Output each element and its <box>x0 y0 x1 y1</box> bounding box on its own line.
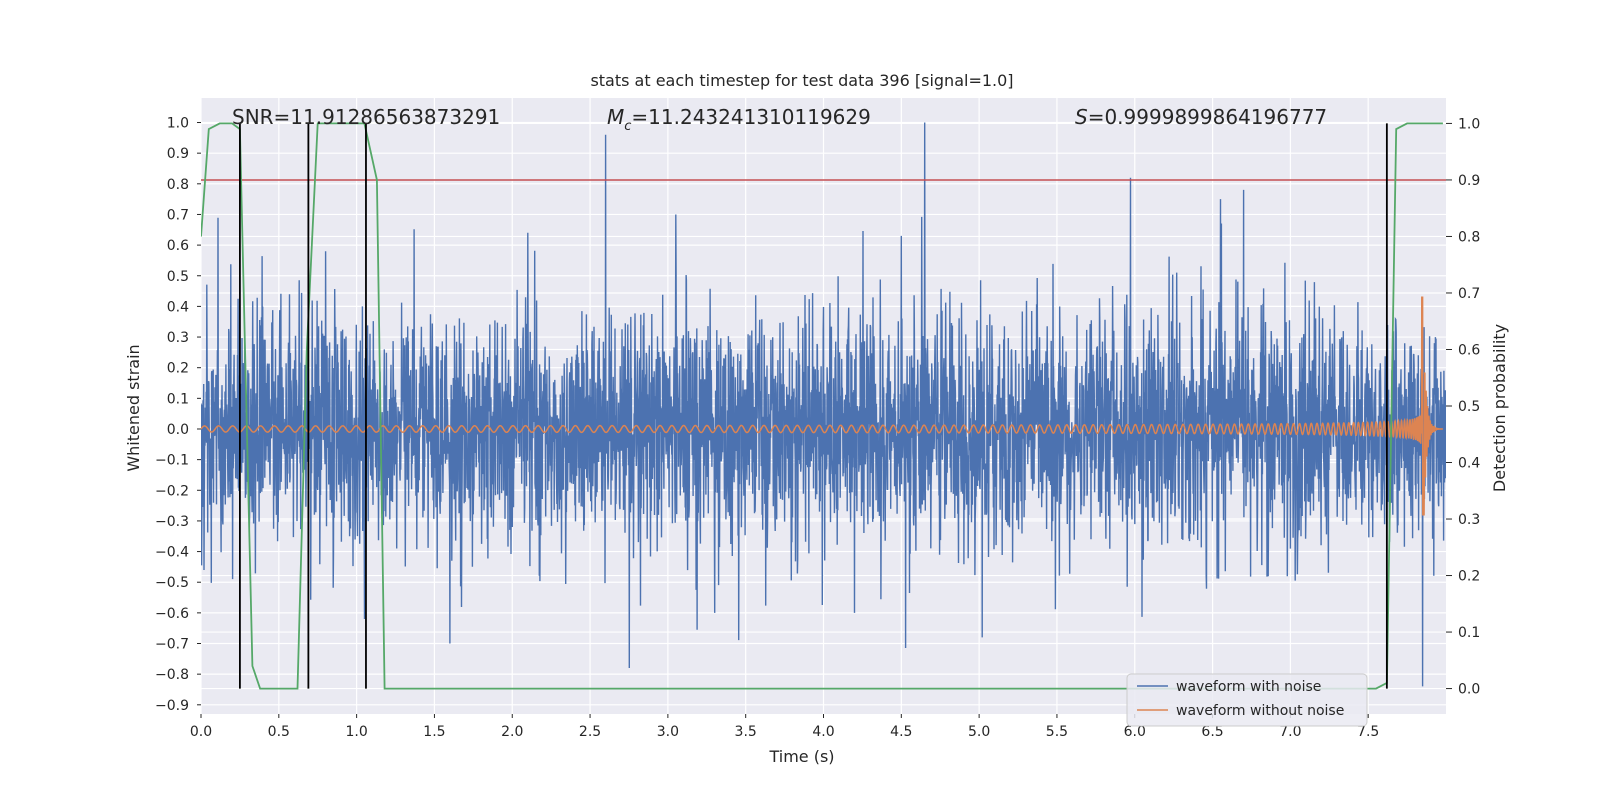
x-tick-label: 2.5 <box>579 724 601 740</box>
y-right-tick-label: 0.3 <box>1458 512 1480 528</box>
y-tick-label: 0.8 <box>167 177 189 193</box>
score-symbol: S <box>1075 105 1088 129</box>
chart-title: stats at each timestep for test data 396… <box>590 71 1013 90</box>
y-tick-label: −0.1 <box>155 453 189 469</box>
y-tick-label: 0.5 <box>167 269 189 285</box>
x-tick-label: 3.0 <box>657 724 679 740</box>
x-axis: 0.0 0.5 1.0 1.5 2.0 2.5 3.0 3.5 4.0 4.5 5.0 5.5 6.0 6… <box>190 714 1379 740</box>
y-right-tick-label: 0.7 <box>1458 286 1480 302</box>
legend-label-clean: waveform without noise <box>1176 703 1344 719</box>
score-annotation: S=0.9999899864196777 <box>1075 105 1327 129</box>
y-right-tick-label: 0.5 <box>1458 399 1480 415</box>
snr-annotation: SNR=11.91286563873291 <box>232 105 500 129</box>
x-tick-label: 1.0 <box>345 724 367 740</box>
legend: waveform with noise waveform without noi… <box>1126 673 1368 727</box>
x-tick-label: 0.5 <box>268 724 290 740</box>
series-line-waveform-with-noise <box>201 122 1446 687</box>
y-tick-label: 0.2 <box>167 361 189 377</box>
y-right-tick-label: 0.1 <box>1458 625 1480 641</box>
y-tick-label: −0.3 <box>155 514 189 530</box>
y-axis-label: Whitened strain <box>124 344 143 471</box>
legend-box <box>1126 673 1368 727</box>
x-tick-label: 6.0 <box>1124 724 1146 740</box>
y-tick-label: −0.9 <box>155 698 189 714</box>
y-axis-right: 0.0 0.1 0.2 0.3 0.4 0.5 0.6 0.7 0.8 0.9 1.0 <box>1446 116 1480 698</box>
y-tick-label: 0.4 <box>167 299 189 315</box>
chirp-mass-symbol: M <box>607 105 624 129</box>
y-right-tick-label: 0.9 <box>1458 173 1480 189</box>
x-tick-label: 4.0 <box>812 724 834 740</box>
y-tick-label: 0.9 <box>167 146 189 162</box>
x-tick-label: 7.5 <box>1357 724 1379 740</box>
y-tick-label: −0.8 <box>155 667 189 683</box>
y-right-tick-label: 0.2 <box>1458 569 1480 585</box>
y-tick-label: 0.6 <box>167 238 189 254</box>
y-tick-label: −0.2 <box>155 483 189 499</box>
x-tick-label: 5.5 <box>1046 724 1068 740</box>
y-right-tick-label: 0.6 <box>1458 342 1480 358</box>
y-tick-label: −0.7 <box>155 637 189 653</box>
score-value: =0.9999899864196777 <box>1088 105 1327 129</box>
y-tick-label: 0.1 <box>167 391 189 407</box>
chirp-mass-annotation: Mc=11.243241310119629 <box>607 105 871 134</box>
y-tick-label: 0.0 <box>167 422 189 438</box>
x-tick-label: 3.5 <box>735 724 757 740</box>
y-tick-label: −0.4 <box>155 545 189 561</box>
y-right-tick-label: 0.0 <box>1458 682 1480 698</box>
y-right-tick-label: 0.8 <box>1458 229 1480 245</box>
x-tick-label: 2.0 <box>501 724 523 740</box>
y-tick-label: 0.7 <box>167 207 189 223</box>
y-tick-label: 0.3 <box>167 330 189 346</box>
chirp-mass-subscript: c <box>624 119 631 134</box>
x-tick-label: 4.5 <box>890 724 912 740</box>
x-axis-label: Time (s) <box>768 747 834 766</box>
x-tick-label: 0.0 <box>190 724 212 740</box>
x-tick-label: 1.5 <box>423 724 445 740</box>
legend-label-noise: waveform with noise <box>1176 679 1321 695</box>
y-tick-label: −0.5 <box>155 575 189 591</box>
series-line-waveform-without-noise <box>201 296 1443 516</box>
y-tick-label: −0.6 <box>155 606 189 622</box>
x-tick-label: 5.0 <box>968 724 990 740</box>
y-axis-left: −0.9 −0.8 −0.7 −0.6 −0.5 −0.4 −0.3 −0.2 −0.1 0.0 0… <box>155 116 201 714</box>
vertical-markers <box>239 123 1388 689</box>
y-right-tick-label: 1.0 <box>1458 116 1480 132</box>
y-axis-right-label: Detection probability <box>1490 324 1509 492</box>
x-tick-label: 7.0 <box>1279 724 1301 740</box>
x-tick-label: 6.5 <box>1201 724 1223 740</box>
y-right-tick-label: 0.4 <box>1458 456 1480 472</box>
chirp-mass-value: =11.243241310119629 <box>631 105 870 129</box>
y-tick-label: 1.0 <box>167 116 189 132</box>
